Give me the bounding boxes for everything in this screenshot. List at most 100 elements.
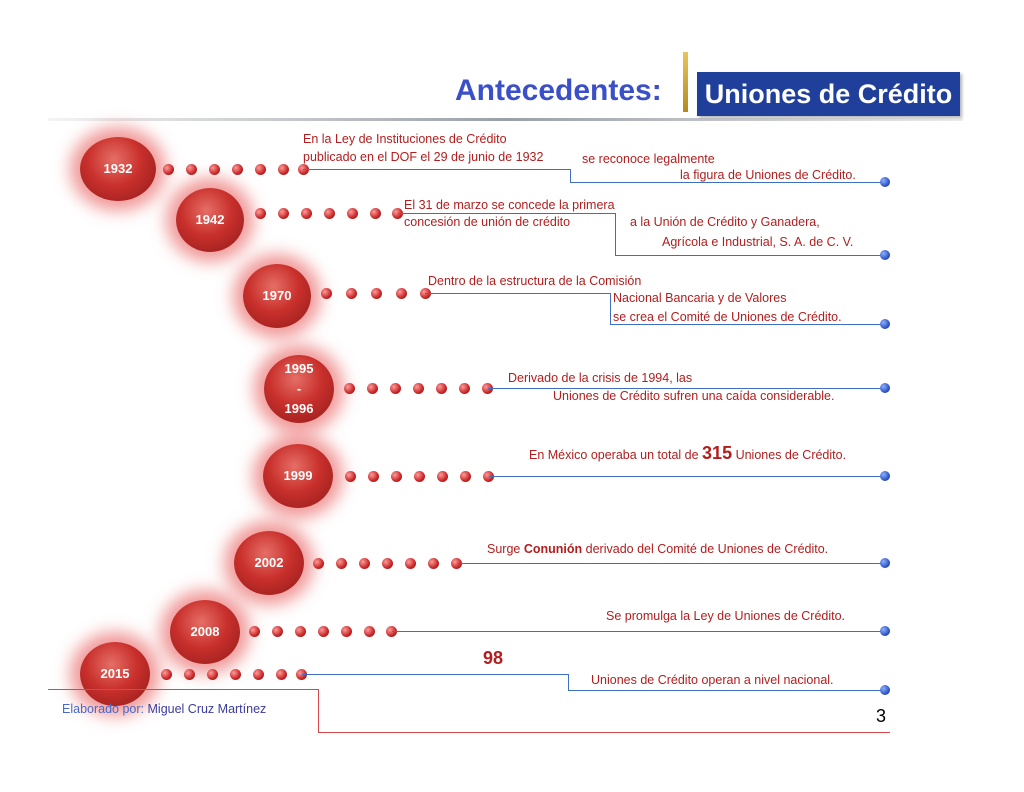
connector-line	[302, 674, 568, 675]
event-text-part: En México operaba un total de	[529, 448, 699, 462]
connector-dot	[347, 208, 358, 219]
connector-dot	[436, 383, 447, 394]
author-credit: Elaborado por: Miguel Cruz Martínez	[62, 702, 266, 716]
connector-dot	[341, 626, 352, 637]
connector-line	[615, 255, 886, 256]
connector-dot	[278, 208, 289, 219]
line-end-dot	[880, 685, 890, 695]
connector-dot	[368, 471, 379, 482]
year-circle-2002: 2002	[234, 531, 304, 595]
event-text: Se promulga la Ley de Uniones de Crédito…	[606, 609, 846, 623]
connector-dot	[296, 669, 307, 680]
connector-dot	[318, 626, 329, 637]
author-name: Miguel Cruz Martínez	[147, 702, 267, 716]
connector-dot	[460, 471, 471, 482]
connector-dot	[437, 471, 448, 482]
connector-dot	[313, 558, 324, 569]
connector-line	[425, 293, 610, 294]
connector-dot	[451, 558, 462, 569]
connector-dot	[336, 558, 347, 569]
line-end-dot	[880, 626, 890, 636]
connector-dot	[207, 669, 218, 680]
connector-dot	[346, 288, 357, 299]
connector-line	[615, 213, 616, 255]
connector-dot	[253, 669, 264, 680]
event-text: El 31 de marzo se concede la primera	[404, 198, 615, 212]
connector-dot	[391, 471, 402, 482]
connector-line	[570, 182, 886, 183]
event-text: Uniones de Crédito operan a nivel nacion…	[591, 673, 834, 687]
connector-dot	[272, 626, 283, 637]
year-circle-1995-1996: 1995 - 1996	[264, 355, 334, 423]
connector-dot	[386, 626, 397, 637]
connector-dot	[301, 208, 312, 219]
connector-dot	[345, 471, 356, 482]
connector-line	[392, 631, 886, 632]
connector-dot	[184, 669, 195, 680]
year-circle-1970: 1970	[243, 264, 311, 328]
connector-dot	[370, 208, 381, 219]
event-text: publicado en el DOF el 29 de junio de 19…	[303, 150, 544, 164]
title-badge: Uniones de Crédito	[697, 72, 960, 116]
connector-line	[457, 563, 886, 564]
event-text: En la Ley de Instituciones de Crédito	[303, 132, 507, 146]
connector-dot	[459, 383, 470, 394]
connector-dot	[405, 558, 416, 569]
connector-line	[398, 213, 615, 214]
connector-dot	[230, 669, 241, 680]
event-text-part: Uniones de Crédito.	[735, 448, 847, 462]
footer-rule	[48, 689, 318, 690]
event-text: concesión de unión de crédito	[404, 215, 571, 229]
connector-dot	[414, 471, 425, 482]
line-end-dot	[880, 250, 890, 260]
connector-dot	[392, 208, 403, 219]
year-label: -	[296, 381, 302, 396]
union-count-98: 98	[483, 648, 504, 668]
event-text: se crea el Comité de Uniones de Crédito.	[613, 310, 842, 324]
line-end-dot	[880, 558, 890, 568]
connector-dot	[255, 164, 266, 175]
event-text: Agrícola e Industrial, S. A. de C. V.	[662, 235, 854, 249]
line-end-dot	[880, 383, 890, 393]
year-label: 1995	[284, 361, 314, 376]
connector-dot	[295, 626, 306, 637]
connector-dot	[390, 383, 401, 394]
connector-line	[610, 293, 611, 324]
year-circle-1999: 1999	[263, 444, 333, 508]
header-divider	[48, 118, 963, 121]
connector-dot	[371, 288, 382, 299]
event-text: Surge Conunión derivado del Comité de Un…	[487, 541, 828, 557]
connector-dot	[367, 383, 378, 394]
footer-rule	[318, 732, 890, 733]
year-label: 1996	[284, 401, 314, 416]
connector-dot	[209, 164, 220, 175]
event-text: Dentro de la estructura de la Comisión	[428, 274, 642, 288]
author-label: Elaborado por:	[62, 702, 145, 716]
connector-dot	[413, 383, 424, 394]
connector-dot	[359, 558, 370, 569]
connector-dot	[364, 626, 375, 637]
connector-line	[570, 169, 571, 182]
line-end-dot	[880, 471, 890, 481]
event-text: Uniones de Crédito sufren una caída cons…	[553, 389, 835, 403]
connector-dot	[324, 208, 335, 219]
line-end-dot	[880, 177, 890, 187]
connector-dot	[382, 558, 393, 569]
connector-line	[303, 169, 570, 170]
event-text-part: Surge	[487, 542, 521, 556]
event-text: En México operaba un total de 315 Unione…	[529, 442, 846, 466]
connector-dot	[482, 383, 493, 394]
connector-dot	[396, 288, 407, 299]
title-separator	[683, 52, 688, 112]
conunion-highlight: Conunión	[523, 542, 583, 556]
connector-line	[568, 690, 886, 691]
year-circle-1942: 1942	[176, 188, 244, 252]
event-text: a la Unión de Crédito y Ganadera,	[630, 215, 820, 229]
connector-dot	[163, 164, 174, 175]
connector-dot	[186, 164, 197, 175]
event-text: Nacional Bancaria y de Valores	[613, 291, 787, 305]
connector-line	[488, 388, 886, 389]
year-circle-2008: 2008	[170, 600, 240, 664]
connector-dot	[344, 383, 355, 394]
event-text-part: derivado del Comité de Uniones de Crédit…	[585, 542, 829, 556]
